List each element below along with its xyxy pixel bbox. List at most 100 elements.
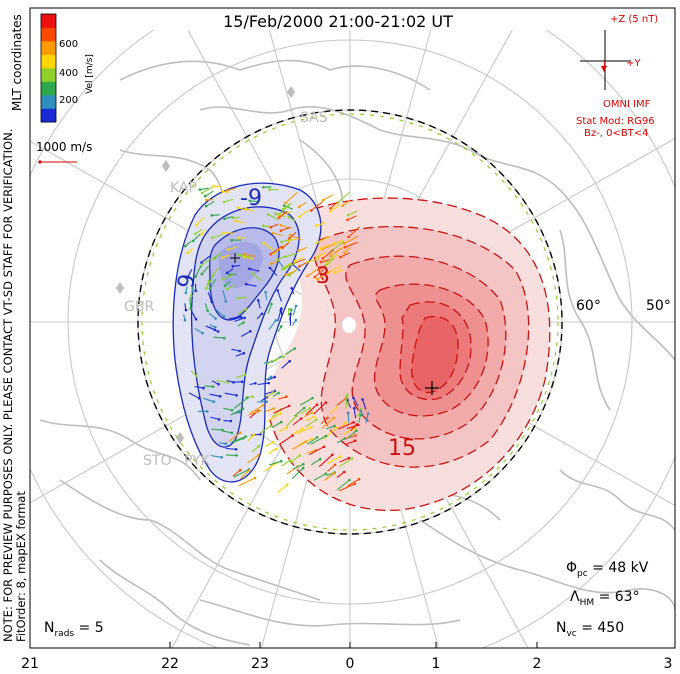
velocity-vector xyxy=(264,441,274,447)
colorbar-label: Vel [m/s] xyxy=(85,54,95,94)
velocity-vector xyxy=(333,240,344,245)
velocity-vector xyxy=(330,247,344,257)
velocity-vector xyxy=(226,284,237,290)
velocity-vector xyxy=(345,440,356,445)
velocity-vector-origin xyxy=(310,411,314,414)
velocity-vector-origin xyxy=(200,233,203,236)
velocity-vector-origin xyxy=(239,431,242,435)
velocity-vector-origin xyxy=(224,442,228,446)
velocity-vector-origin xyxy=(355,423,359,426)
velocity-vector-origin xyxy=(361,398,364,401)
velocity-vector-origin xyxy=(235,394,238,397)
velocity-vector-origin xyxy=(296,249,300,253)
velocity-vector-origin xyxy=(316,278,319,281)
velocity-vector xyxy=(281,459,291,467)
velocity-vector-origin xyxy=(220,256,224,260)
reference-vector-label: 1000 m/s xyxy=(36,140,92,154)
velocity-vector-origin xyxy=(321,257,325,260)
velocity-vector xyxy=(365,413,369,424)
velocity-vector-origin xyxy=(281,267,284,271)
velocity-vector-origin xyxy=(346,393,349,397)
velocity-vector xyxy=(299,261,308,267)
velocity-vector xyxy=(252,273,262,282)
velocity-vector xyxy=(338,421,354,430)
velocity-vector-origin xyxy=(322,445,326,449)
velocity-vector-origin xyxy=(354,434,357,437)
velocity-vector xyxy=(338,458,353,468)
velocity-vector xyxy=(228,432,241,442)
velocity-vector xyxy=(212,234,223,239)
velocity-vector xyxy=(225,454,237,456)
velocity-vector-origin xyxy=(240,380,244,384)
velocity-vector-origin xyxy=(274,212,278,215)
velocity-vector-origin xyxy=(295,414,299,418)
velocity-vector xyxy=(272,356,284,362)
velocity-vector xyxy=(207,292,213,303)
velocity-vector-origin xyxy=(318,457,322,461)
velocity-vector xyxy=(277,310,282,322)
velocity-vector-origin xyxy=(198,188,202,191)
velocity-vector-origin xyxy=(270,262,273,266)
velocity-vector-origin xyxy=(247,469,251,472)
velocity-vector xyxy=(346,478,360,487)
velocity-vector-origin xyxy=(346,402,349,405)
velocity-vector xyxy=(337,191,350,203)
velocity-vector xyxy=(201,265,210,275)
imf-source: OMNI IMF xyxy=(603,99,651,110)
velocity-vector xyxy=(326,425,335,430)
velocity-vector-origin xyxy=(281,246,284,250)
velocity-vector-origin xyxy=(279,325,283,328)
velocity-vector xyxy=(313,473,327,481)
velocity-vector xyxy=(271,260,280,265)
velocity-vector-origin xyxy=(274,447,278,451)
velocity-vector-origin xyxy=(332,472,336,475)
velocity-vector xyxy=(208,312,216,319)
velocity-vector-origin xyxy=(235,454,238,457)
velocity-vector-origin xyxy=(329,254,332,257)
velocity-vector xyxy=(288,238,297,242)
velocity-vector xyxy=(237,207,248,211)
velocity-vector xyxy=(350,424,358,431)
coordinates-label: MLT coordinates xyxy=(10,14,24,111)
velocity-vector xyxy=(278,427,287,433)
velocity-vector xyxy=(318,454,333,468)
velocity-vector xyxy=(310,201,323,212)
velocity-vector xyxy=(189,296,192,309)
velocity-vector-origin xyxy=(350,457,354,460)
contour-label-neg-inner: 9 xyxy=(174,272,201,290)
velocity-vector-origin xyxy=(222,315,226,318)
velocity-vector xyxy=(289,455,301,464)
velocity-vector xyxy=(278,434,293,445)
velocity-vector-origin xyxy=(324,472,328,476)
velocity-vector xyxy=(336,438,346,444)
stat-phi-pc: Φpc = 48 kV xyxy=(566,560,649,579)
velocity-vector-origin xyxy=(226,248,230,251)
velocity-vector xyxy=(339,457,350,463)
velocity-vector xyxy=(347,210,358,216)
velocity-vector xyxy=(334,269,344,274)
velocity-vector-origin xyxy=(202,386,205,390)
velocity-vector-origin xyxy=(251,272,254,275)
velocity-vector xyxy=(324,472,335,481)
velocity-vector-origin xyxy=(211,236,214,239)
velocity-vector xyxy=(270,245,283,255)
velocity-vector-origin xyxy=(228,273,231,276)
latitude-label-50: 50° xyxy=(646,298,671,314)
colorbar-cell xyxy=(41,27,56,42)
imf-condition: Bz-, 0<BT<4 xyxy=(584,128,649,139)
velocity-vector xyxy=(331,240,345,252)
velocity-vector xyxy=(235,220,245,224)
velocity-vector xyxy=(232,469,241,477)
colorbar-cell xyxy=(41,41,56,55)
velocity-vector xyxy=(204,190,214,197)
velocity-vector xyxy=(194,385,204,389)
colorbar-cell xyxy=(41,68,56,82)
velocity-vector-origin xyxy=(218,395,222,398)
velocity-vector-origin xyxy=(221,278,225,281)
velocity-vector xyxy=(222,274,233,280)
velocity-vector-origin xyxy=(254,382,257,385)
velocity-vector-origin xyxy=(184,308,188,312)
velocity-vector-origin xyxy=(298,265,301,268)
velocity-vector xyxy=(257,382,269,386)
